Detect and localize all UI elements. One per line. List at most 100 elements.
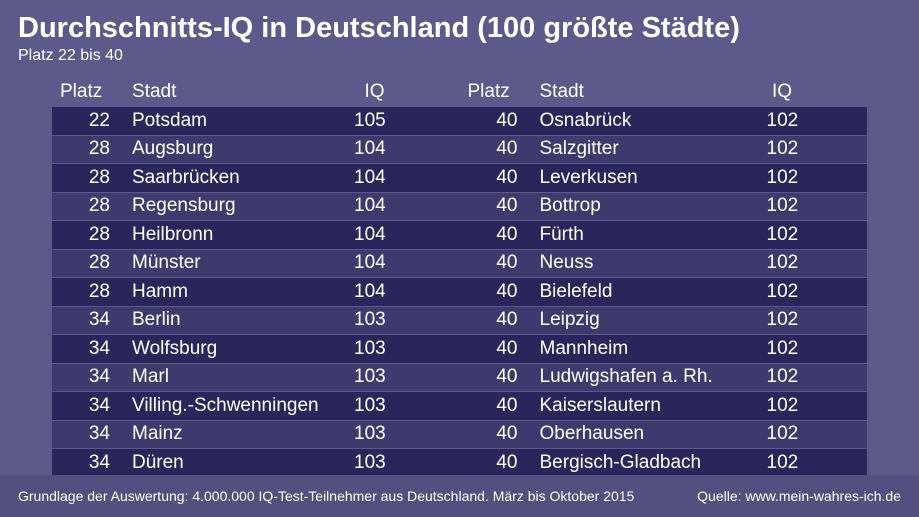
cell-stadt: Regensburg [118,195,348,217]
cell-iq: 104 [348,224,418,246]
cell-stadt: Mannheim [526,338,761,360]
cell-iq: 103 [348,309,418,331]
cell-stadt: Wolfsburg [118,338,348,360]
cell-stadt: Kaiserslautern [526,395,761,417]
cell-platz: 34 [52,423,118,445]
header-stadt: Stadt [118,81,365,103]
column-headers-right: Platz Stadt IQ [460,79,868,107]
cell-iq: 102 [761,252,831,274]
cell-stadt: Mainz [118,423,348,445]
cell-platz: 22 [52,110,118,132]
table-row: 34Berlin103 [52,307,460,335]
table-row: 40Leipzig102 [460,307,868,335]
cell-stadt: Villing.-Schwenningen [118,395,348,417]
table-row: 40Bottrop102 [460,193,868,221]
cell-stadt: Potsdam [118,110,348,132]
cell-platz: 28 [52,195,118,217]
table-row: 40Kaiserslautern102 [460,392,868,420]
right-column: Platz Stadt IQ 40Osnabrück10240Salzgitte… [460,79,868,478]
cell-stadt: Bielefeld [526,281,761,303]
cell-iq: 103 [348,338,418,360]
cell-stadt: Münster [118,252,348,274]
footer-bar: Grundlage der Auswertung: 4.000.000 IQ-T… [0,475,919,517]
cell-platz: 28 [52,252,118,274]
page-subtitle: Platz 22 bis 40 [18,47,901,65]
cell-stadt: Fürth [526,224,761,246]
cell-platz: 28 [52,281,118,303]
cell-platz: 28 [52,167,118,189]
table-row: 40Ludwigshafen a. Rh.102 [460,364,868,392]
table-row: 34Wolfsburg103 [52,335,460,363]
table-row: 40Neuss102 [460,250,868,278]
cell-platz: 34 [52,309,118,331]
cell-iq: 103 [348,366,418,388]
header-iq: IQ [365,81,460,103]
cell-iq: 102 [761,395,831,417]
cell-iq: 102 [761,138,831,160]
ranking-tables: Platz Stadt IQ 22Potsdam10528Augsburg104… [18,79,901,478]
cell-platz: 40 [460,195,526,217]
cell-iq: 104 [348,138,418,160]
cell-platz: 40 [460,252,526,274]
left-column: Platz Stadt IQ 22Potsdam10528Augsburg104… [52,79,460,478]
cell-platz: 40 [460,452,526,474]
cell-stadt: Oberhausen [526,423,761,445]
cell-iq: 105 [348,110,418,132]
cell-iq: 102 [761,224,831,246]
cell-stadt: Ludwigshafen a. Rh. [526,366,761,388]
cell-stadt: Augsburg [118,138,348,160]
table-row: 28Saarbrücken104 [52,164,460,192]
cell-platz: 40 [460,338,526,360]
cell-platz: 40 [460,423,526,445]
cell-iq: 103 [348,423,418,445]
table-row: 40Salzgitter102 [460,136,868,164]
cell-iq: 102 [761,110,831,132]
cell-platz: 40 [460,366,526,388]
cell-platz: 28 [52,138,118,160]
table-row: 28Hamm104 [52,278,460,306]
cell-stadt: Salzgitter [526,138,761,160]
cell-stadt: Marl [118,366,348,388]
cell-platz: 34 [52,338,118,360]
table-row: 40Mannheim102 [460,335,868,363]
table-row: 28Heilbronn104 [52,221,460,249]
header-stadt: Stadt [526,81,773,103]
table-row: 34Marl103 [52,364,460,392]
table-row: 34Mainz103 [52,421,460,449]
footer-source-note: Grundlage der Auswertung: 4.000.000 IQ-T… [18,488,634,504]
cell-platz: 40 [460,224,526,246]
table-row: 34Villing.-Schwenningen103 [52,392,460,420]
table-row: 40Osnabrück102 [460,107,868,135]
cell-stadt: Bottrop [526,195,761,217]
cell-platz: 40 [460,167,526,189]
cell-iq: 102 [761,366,831,388]
cell-stadt: Leipzig [526,309,761,331]
cell-iq: 102 [761,452,831,474]
cell-iq: 103 [348,452,418,474]
cell-iq: 104 [348,195,418,217]
header-platz: Platz [460,81,526,103]
cell-platz: 34 [52,366,118,388]
cell-stadt: Neuss [526,252,761,274]
cell-stadt: Berlin [118,309,348,331]
cell-platz: 40 [460,138,526,160]
table-row: 40Fürth102 [460,221,868,249]
cell-platz: 40 [460,110,526,132]
cell-platz: 28 [52,224,118,246]
table-row: 40Bergisch-Gladbach102 [460,449,868,477]
header-iq: IQ [772,81,867,103]
cell-stadt: Saarbrücken [118,167,348,189]
cell-iq: 104 [348,167,418,189]
column-headers-left: Platz Stadt IQ [52,79,460,107]
footer-credit: Quelle: www.mein-wahres-ich.de [697,488,901,504]
cell-stadt: Bergisch-Gladbach [526,452,761,474]
page-title: Durchschnitts-IQ in Deutschland (100 grö… [18,12,901,45]
cell-platz: 40 [460,281,526,303]
cell-stadt: Hamm [118,281,348,303]
cell-stadt: Heilbronn [118,224,348,246]
table-row: 40Leverkusen102 [460,164,868,192]
cell-stadt: Leverkusen [526,167,761,189]
cell-platz: 40 [460,395,526,417]
table-row: 28Augsburg104 [52,136,460,164]
cell-iq: 104 [348,281,418,303]
